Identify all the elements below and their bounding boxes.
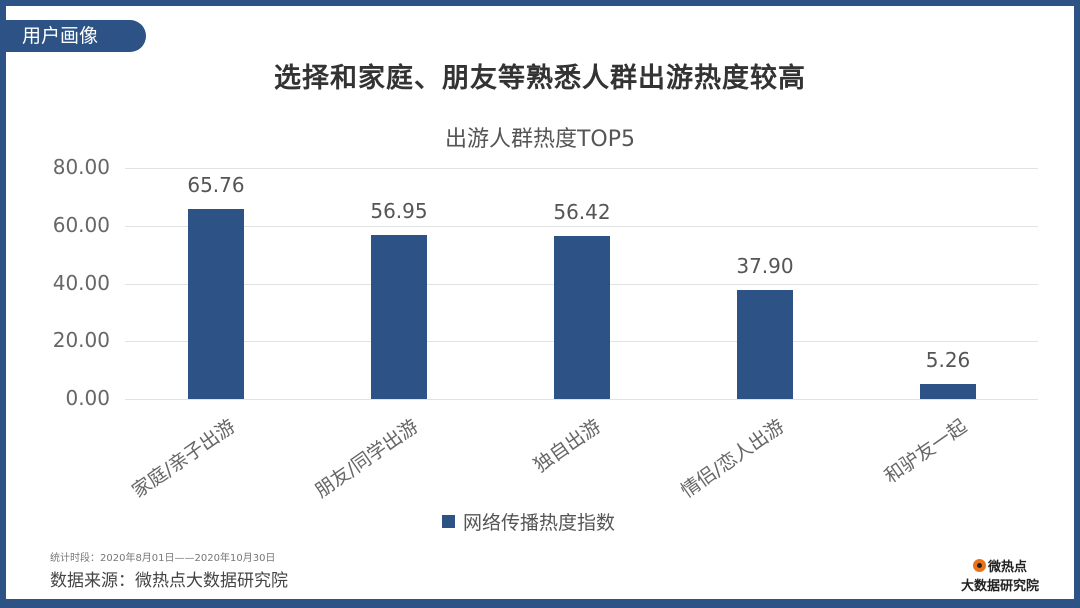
bar-value-label: 56.95 — [370, 198, 428, 223]
weiredian-logo: 微热点 大数据研究院 — [950, 556, 1050, 594]
period-note: 统计时段：2020年8月01日——2020年10月30日 — [50, 553, 276, 564]
bar-value-label: 37.90 — [736, 253, 794, 278]
legend-swatch — [442, 515, 455, 528]
bar — [737, 289, 793, 399]
y-tick-label: 0.00 — [65, 386, 110, 410]
legend-label: 网络传播热度指数 — [463, 512, 616, 534]
bar — [554, 236, 610, 399]
bar-value-label: 56.42 — [553, 200, 611, 225]
y-tick-label: 60.00 — [52, 212, 110, 237]
slide-headline: 选择和家庭、朋友等熟悉人群出游热度较高 — [274, 63, 806, 94]
section-tag: 用户画像 — [0, 20, 146, 52]
bar — [371, 234, 427, 399]
eye-logo-icon — [972, 559, 986, 572]
gridline — [125, 399, 1038, 400]
logo-subtext: 大数据研究院 — [960, 579, 1039, 594]
logo-text: 微热点 — [987, 560, 1027, 575]
chart-title: 出游人群热度TOP5 — [444, 127, 636, 152]
chart-legend: 网络传播热度指数 — [442, 508, 615, 535]
bar — [188, 209, 244, 399]
y-tick-label: 20.00 — [52, 328, 110, 353]
y-tick-label: 80.00 — [52, 155, 110, 179]
bar — [920, 383, 976, 399]
gridline — [125, 168, 1038, 169]
source-note: 数据来源：微热点大数据研究院 — [50, 571, 288, 591]
y-tick-label: 40.00 — [52, 270, 110, 295]
bar-value-label: 5.26 — [925, 347, 971, 372]
gridline — [125, 225, 1038, 227]
bar-value-label: 65.76 — [187, 173, 245, 198]
